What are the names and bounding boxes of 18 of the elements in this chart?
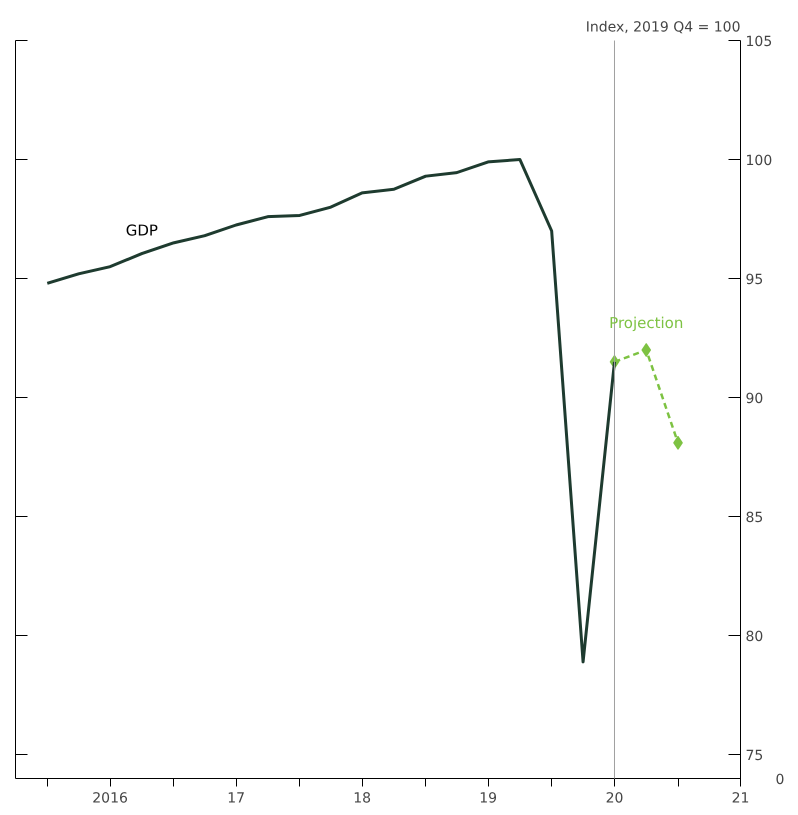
series-label: Projection	[609, 314, 684, 332]
y-tick-label: 80	[746, 629, 764, 646]
text: 0	[776, 772, 784, 788]
y-axis-title: Index, 2019 Q4 = 100	[586, 20, 741, 36]
point	[641, 342, 652, 357]
x-tick-label: 18	[353, 790, 372, 806]
y-tick-label: 85	[746, 510, 764, 526]
y-tick-label: 75	[746, 748, 764, 764]
y-tick-label: 95	[746, 272, 764, 288]
y-tick-label: 90	[746, 391, 764, 408]
x-tick-label: 2016	[92, 790, 128, 806]
x-tick-label: 20	[606, 790, 624, 806]
x-tick-label: 17	[227, 790, 246, 806]
y-tick-label: 105	[746, 34, 772, 50]
y-tick-label: 100	[746, 153, 772, 170]
series-label: GDP	[126, 222, 158, 240]
x-tick-label: 19	[479, 790, 498, 806]
x-tick-label: 21	[732, 790, 750, 806]
